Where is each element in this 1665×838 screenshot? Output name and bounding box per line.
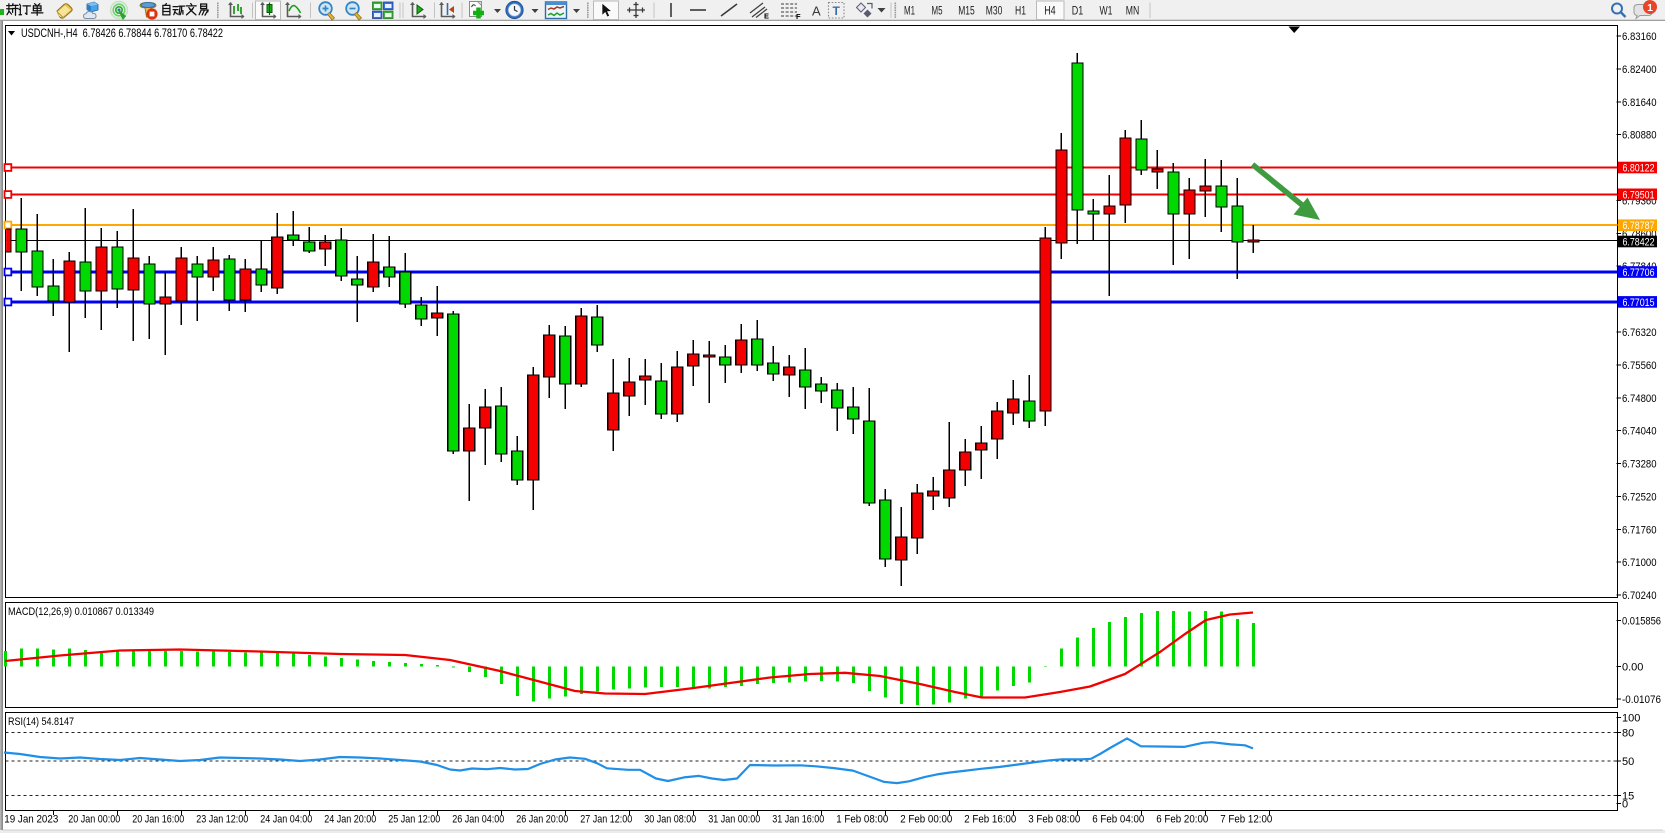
svg-text:31 Jan 16:00: 31 Jan 16:00 (772, 814, 824, 826)
svg-text:24 Jan 04:00: 24 Jan 04:00 (260, 814, 312, 826)
svg-text:6.83160: 6.83160 (1622, 31, 1657, 43)
svg-text:0: 0 (1622, 799, 1628, 811)
svg-text:20 Jan 00:00: 20 Jan 00:00 (68, 814, 120, 826)
svg-text:D1: D1 (1072, 6, 1084, 18)
svg-text:6.77015: 6.77015 (1623, 297, 1655, 309)
svg-text:6.82400: 6.82400 (1622, 64, 1657, 76)
svg-text:26 Jan 04:00: 26 Jan 04:00 (452, 814, 504, 826)
svg-text:M1: M1 (904, 6, 915, 18)
svg-text:27 Jan 12:00: 27 Jan 12:00 (580, 814, 632, 826)
svg-text:50: 50 (1622, 756, 1634, 768)
svg-text:6.74040: 6.74040 (1622, 426, 1657, 438)
svg-text:2 Feb 00:00: 2 Feb 00:00 (900, 814, 952, 826)
svg-text:23 Jan 12:00: 23 Jan 12:00 (196, 814, 248, 826)
svg-text:19 Jan 2023: 19 Jan 2023 (4, 814, 58, 826)
svg-text:100: 100 (1622, 713, 1640, 725)
svg-text:MACD(12,26,9) 0.010867 0.01334: MACD(12,26,9) 0.010867 0.013349 (8, 606, 154, 618)
svg-text:6.79501: 6.79501 (1623, 189, 1655, 201)
svg-text:6.81640: 6.81640 (1622, 97, 1657, 109)
svg-text:3 Feb 08:00: 3 Feb 08:00 (1028, 814, 1080, 826)
svg-text:M30: M30 (986, 6, 1003, 18)
svg-text:6.80122: 6.80122 (1623, 163, 1655, 175)
svg-text:M15: M15 (958, 6, 975, 18)
svg-text:0.00: 0.00 (1622, 661, 1643, 673)
svg-text:6.78422: 6.78422 (1623, 237, 1655, 249)
svg-text:30 Jan 08:00: 30 Jan 08:00 (644, 814, 696, 826)
svg-text:6.71760: 6.71760 (1622, 524, 1657, 536)
svg-text:6.80880: 6.80880 (1622, 130, 1657, 142)
svg-text:6.74800: 6.74800 (1622, 393, 1657, 405)
svg-text:6.71000: 6.71000 (1622, 557, 1657, 569)
svg-text:6.72520: 6.72520 (1622, 491, 1657, 503)
svg-text:31 Jan 00:00: 31 Jan 00:00 (708, 814, 760, 826)
svg-text:6.78787: 6.78787 (1623, 220, 1655, 232)
svg-text:USDCNH-,H4 6.78426 6.78844 6.: USDCNH-,H4 6.78426 6.78844 6.78170 6.784… (21, 26, 223, 40)
svg-text:2 Feb 16:00: 2 Feb 16:00 (964, 814, 1016, 826)
svg-text:7 Feb 12:00: 7 Feb 12:00 (1220, 814, 1272, 826)
svg-text:H1: H1 (1015, 6, 1026, 18)
svg-text:T: T (833, 4, 841, 18)
svg-text:1: 1 (1647, 2, 1653, 14)
svg-text:-0.01076: -0.01076 (1622, 694, 1661, 706)
svg-text:H4: H4 (1044, 6, 1056, 18)
svg-text:6 Feb 20:00: 6 Feb 20:00 (1156, 814, 1208, 826)
svg-text:6.76320: 6.76320 (1622, 327, 1657, 339)
svg-text:W1: W1 (1100, 6, 1113, 18)
svg-text:80: 80 (1622, 727, 1634, 739)
svg-text:25 Jan 12:00: 25 Jan 12:00 (388, 814, 440, 826)
svg-text:MN: MN (1126, 6, 1140, 18)
svg-text:24 Jan 20:00: 24 Jan 20:00 (324, 814, 376, 826)
svg-text:6.77706: 6.77706 (1623, 267, 1655, 279)
svg-text:M5: M5 (932, 6, 943, 18)
svg-text:6.75560: 6.75560 (1622, 360, 1657, 372)
svg-text:20 Jan 16:00: 20 Jan 16:00 (132, 814, 184, 826)
svg-text:0.015856: 0.015856 (1622, 616, 1661, 628)
svg-text:E: E (764, 12, 769, 21)
svg-text:RSI(14) 54.8147: RSI(14) 54.8147 (8, 716, 74, 728)
svg-text:6.70240: 6.70240 (1622, 590, 1657, 602)
svg-text:1 Feb 08:00: 1 Feb 08:00 (836, 814, 888, 826)
svg-text:26 Jan 20:00: 26 Jan 20:00 (516, 814, 568, 826)
svg-text:A: A (812, 4, 821, 19)
svg-text:6.73280: 6.73280 (1622, 459, 1657, 471)
svg-text:F: F (796, 12, 801, 21)
svg-text:6 Feb 04:00: 6 Feb 04:00 (1092, 814, 1144, 826)
